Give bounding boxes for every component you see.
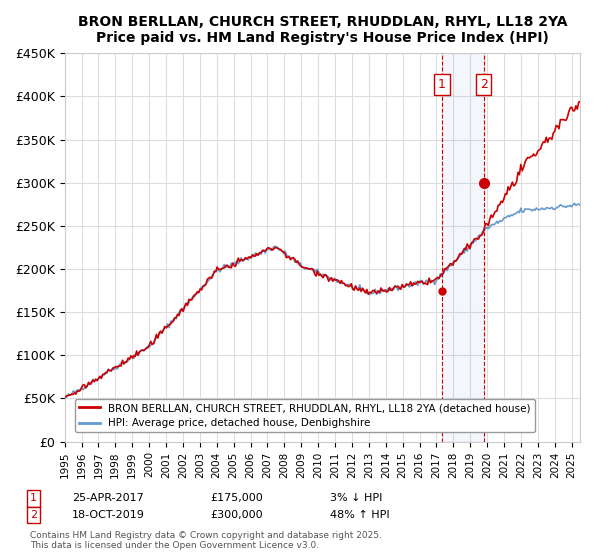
Text: Contains HM Land Registry data © Crown copyright and database right 2025.
This d: Contains HM Land Registry data © Crown c… (30, 530, 382, 550)
Text: 25-APR-2017: 25-APR-2017 (72, 493, 144, 503)
Text: 18-OCT-2019: 18-OCT-2019 (72, 510, 145, 520)
Text: 3% ↓ HPI: 3% ↓ HPI (330, 493, 382, 503)
Text: 48% ↑ HPI: 48% ↑ HPI (330, 510, 389, 520)
Legend: BRON BERLLAN, CHURCH STREET, RHUDDLAN, RHYL, LL18 2YA (detached house), HPI: Ave: BRON BERLLAN, CHURCH STREET, RHUDDLAN, R… (75, 399, 535, 432)
Text: 1: 1 (438, 78, 446, 91)
Text: 1: 1 (30, 493, 37, 503)
Text: 2: 2 (30, 510, 37, 520)
Text: 2: 2 (480, 78, 488, 91)
Text: £300,000: £300,000 (210, 510, 263, 520)
Text: £175,000: £175,000 (210, 493, 263, 503)
Title: BRON BERLLAN, CHURCH STREET, RHUDDLAN, RHYL, LL18 2YA
Price paid vs. HM Land Reg: BRON BERLLAN, CHURCH STREET, RHUDDLAN, R… (77, 15, 567, 45)
Bar (442, 53, 484, 442)
